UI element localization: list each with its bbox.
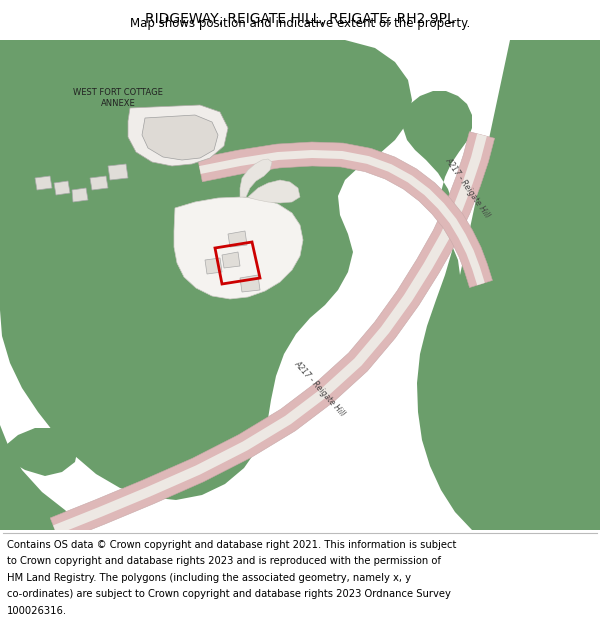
Polygon shape <box>90 176 108 190</box>
Polygon shape <box>199 150 485 285</box>
Polygon shape <box>403 40 600 530</box>
Text: A217 - Reigate Hill: A217 - Reigate Hill <box>444 156 492 220</box>
Polygon shape <box>53 134 487 534</box>
Polygon shape <box>222 252 240 268</box>
Text: to Crown copyright and database rights 2023 and is reproduced with the permissio: to Crown copyright and database rights 2… <box>7 556 441 566</box>
Text: RIDGEWAY, REIGATE HILL, REIGATE, RH2 9PL: RIDGEWAY, REIGATE HILL, REIGATE, RH2 9PL <box>145 12 455 26</box>
Text: Contains OS data © Crown copyright and database right 2021. This information is : Contains OS data © Crown copyright and d… <box>7 539 457 549</box>
Polygon shape <box>240 275 260 292</box>
Polygon shape <box>0 420 85 530</box>
Polygon shape <box>108 164 128 180</box>
Polygon shape <box>72 188 88 202</box>
Text: WEST FORT COTTAGE
ANNEXE: WEST FORT COTTAGE ANNEXE <box>73 88 163 108</box>
Polygon shape <box>228 231 247 247</box>
Polygon shape <box>205 258 222 274</box>
Polygon shape <box>240 159 272 197</box>
Text: co-ordinates) are subject to Crown copyright and database rights 2023 Ordnance S: co-ordinates) are subject to Crown copyr… <box>7 589 451 599</box>
Polygon shape <box>0 428 78 476</box>
Text: Map shows position and indicative extent of the property.: Map shows position and indicative extent… <box>130 17 470 30</box>
Polygon shape <box>50 132 494 542</box>
Polygon shape <box>0 40 412 500</box>
Polygon shape <box>35 176 52 190</box>
Polygon shape <box>174 197 303 299</box>
Text: HM Land Registry. The polygons (including the associated geometry, namely x, y: HM Land Registry. The polygons (includin… <box>7 572 411 582</box>
Polygon shape <box>248 180 300 203</box>
Polygon shape <box>197 142 493 288</box>
Polygon shape <box>54 181 70 195</box>
Polygon shape <box>128 105 228 166</box>
Polygon shape <box>142 115 218 160</box>
Text: 100026316.: 100026316. <box>7 606 67 616</box>
Text: A217 - Reigate Hill: A217 - Reigate Hill <box>293 359 347 418</box>
